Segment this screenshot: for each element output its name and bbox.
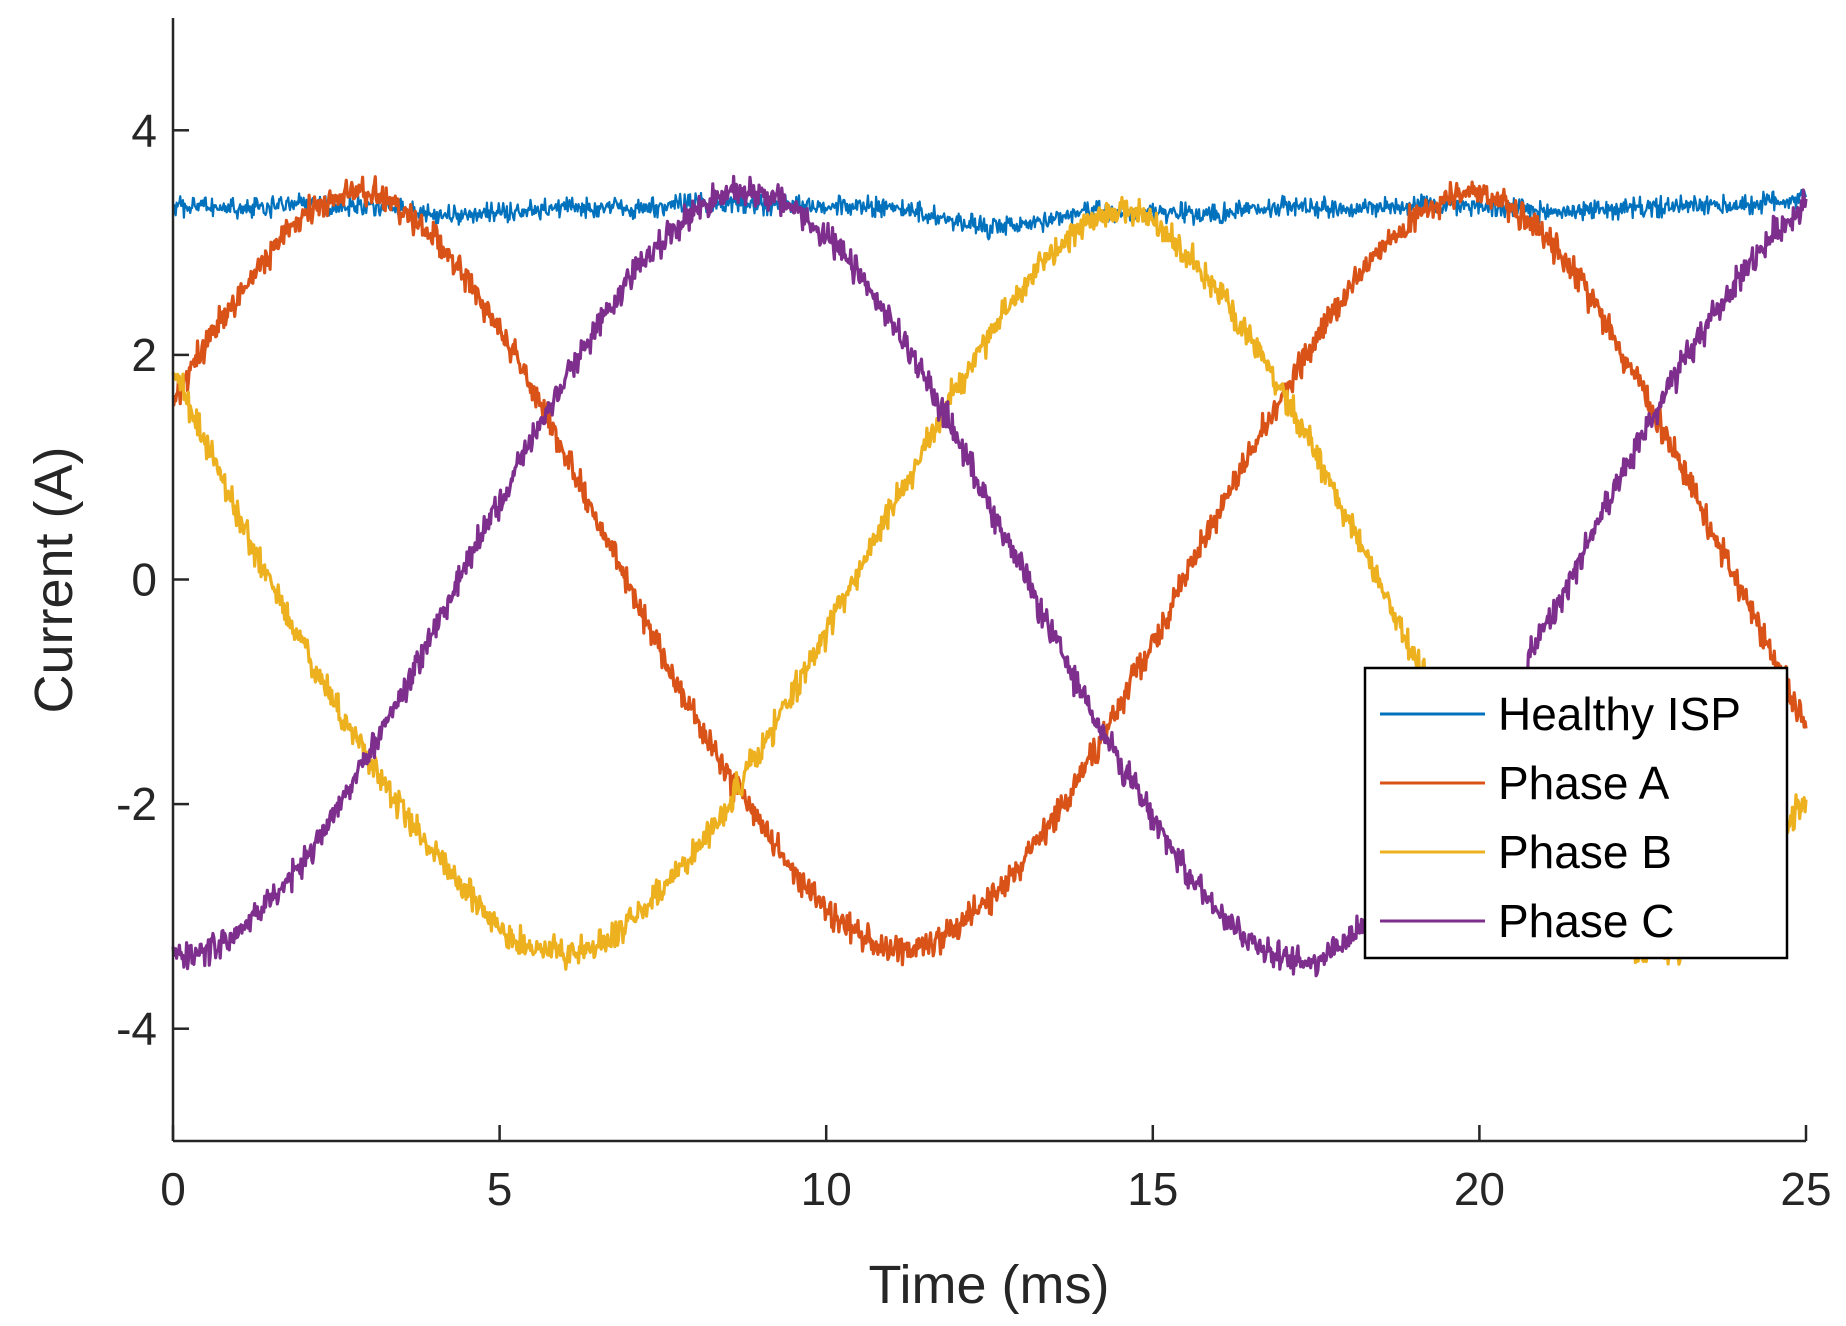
series-layer	[171, 174, 1808, 978]
x-tick-label: 15	[1127, 1163, 1178, 1215]
x-tick-label: 25	[1780, 1163, 1831, 1215]
ticks-layer: 0 5 10 15 20 25 -4 -2 0 2 4	[116, 104, 1831, 1215]
y-axis-label: Current (A)	[24, 446, 84, 713]
series-line-phase-a	[172, 175, 1808, 967]
legend-box	[1363, 666, 1789, 960]
legend: Healthy ISP Phase A Phase B Phase C	[1363, 666, 1789, 960]
x-tick-label: 20	[1454, 1163, 1505, 1215]
x-tick-label: 0	[160, 1163, 186, 1215]
x-tick-label: 10	[801, 1163, 852, 1215]
legend-label: Phase B	[1498, 826, 1672, 878]
y-tick-label: -2	[116, 778, 157, 830]
y-tick-label: 0	[131, 554, 157, 606]
x-tick-label: 5	[487, 1163, 513, 1215]
y-tick-label: -4	[116, 1003, 157, 1055]
legend-label: Phase A	[1498, 757, 1670, 809]
legend-label: Phase C	[1498, 895, 1674, 947]
x-axis-label: Time (ms)	[869, 1255, 1110, 1315]
y-tick-label: 2	[131, 329, 157, 381]
series-line-phase-c	[171, 174, 1808, 978]
legend-label: Healthy ISP	[1498, 688, 1741, 740]
legend-items: Healthy ISP Phase A Phase B Phase C	[1380, 688, 1741, 947]
y-tick-label: 4	[131, 104, 157, 156]
